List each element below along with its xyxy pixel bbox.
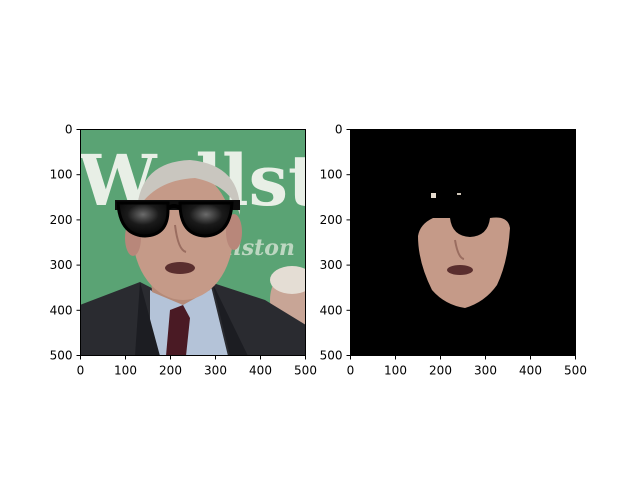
left-ytick-label: 200 xyxy=(50,213,73,227)
right-xtick-label: 500 xyxy=(564,364,587,378)
right-xtick-label: 300 xyxy=(474,364,497,378)
hair xyxy=(137,160,241,215)
left-xtick-label: 400 xyxy=(249,364,272,378)
left-xtick-label: 100 xyxy=(114,364,137,378)
left-ticks: 0 100 200 300 400 500 0 100 200 300 400 500 xyxy=(50,123,317,378)
left-xtick-label: 200 xyxy=(159,364,182,378)
left-ytick-label: 100 xyxy=(50,168,73,182)
left-ytick-label: 500 xyxy=(50,349,73,363)
right-ytick-label: 500 xyxy=(320,349,343,363)
left-xtick-label: 500 xyxy=(294,364,317,378)
left-image-panel: Wellstone llston xyxy=(50,123,317,378)
left-axes-frame xyxy=(80,129,306,356)
right-axes-frame xyxy=(350,129,576,356)
left-ytick-label: 400 xyxy=(50,303,73,317)
right-ytick-label: 0 xyxy=(335,123,343,137)
right-xtick-label: 0 xyxy=(347,364,355,378)
right-ytick-label: 300 xyxy=(320,258,343,272)
right-ticks: 0 100 200 300 400 500 0 100 200 300 400 500 xyxy=(320,123,587,378)
right-xtick-label: 200 xyxy=(429,364,452,378)
sunglasses xyxy=(115,200,240,238)
left-ytick-label: 0 xyxy=(65,123,73,137)
right-ytick-label: 100 xyxy=(320,168,343,182)
left-ytick-label: 300 xyxy=(50,258,73,272)
right-ytick-label: 400 xyxy=(320,303,343,317)
right-ytick-label: 200 xyxy=(320,213,343,227)
left-xtick-label: 0 xyxy=(77,364,85,378)
right-xtick-label: 100 xyxy=(384,364,407,378)
right-xtick-label: 400 xyxy=(519,364,542,378)
left-xtick-label: 300 xyxy=(204,364,227,378)
right-image-panel: 0 100 200 300 400 500 0 100 200 300 400 500 xyxy=(320,123,587,378)
masked-face xyxy=(418,217,510,308)
tie xyxy=(166,305,190,356)
